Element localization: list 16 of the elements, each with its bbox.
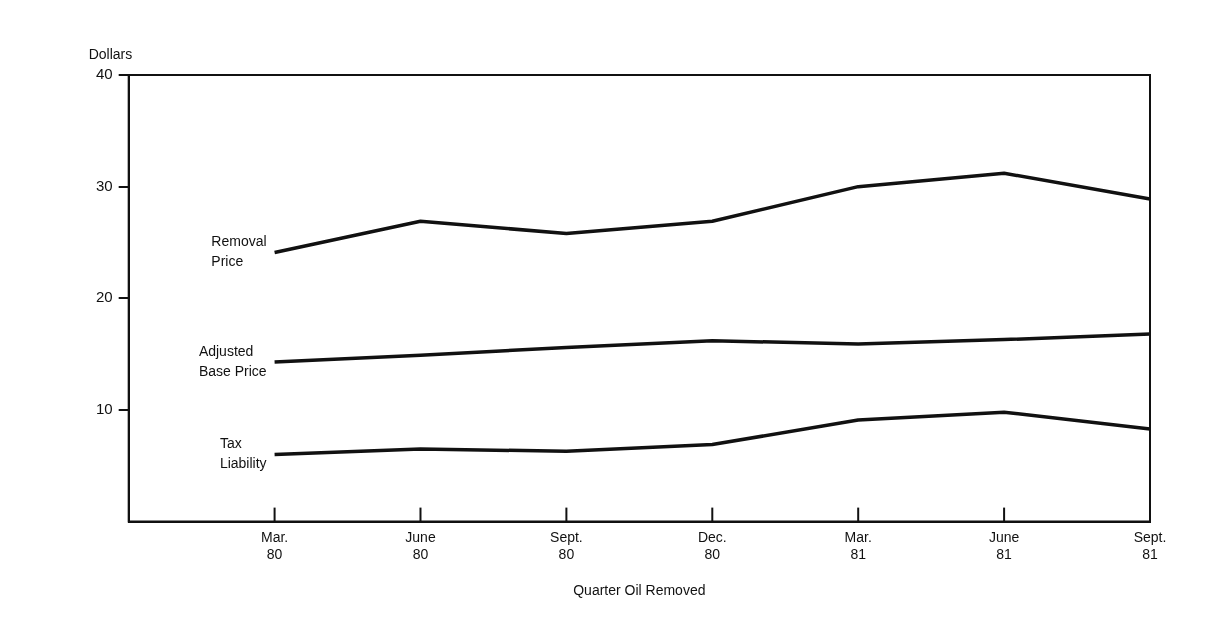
x-tick-label: June 81 xyxy=(988,528,1020,562)
x-tick-label: Sept. 81 xyxy=(1133,528,1167,562)
x-axis-title: Quarter Oil Removed xyxy=(573,582,706,599)
x-tick-label: June 80 xyxy=(405,528,436,562)
x-tick-label: Dec. 80 xyxy=(697,528,727,562)
y-tick-label: 10 xyxy=(96,400,113,418)
y-tick-label: 20 xyxy=(96,288,113,306)
series-label: Tax Liability xyxy=(219,435,267,472)
x-tick-label: Sept. 80 xyxy=(550,528,583,562)
series-label: Removal Price xyxy=(211,233,267,270)
x-tick-label: Mar. 81 xyxy=(844,528,872,562)
y-tick-label: 30 xyxy=(96,176,113,194)
x-tick-label: Mar. 80 xyxy=(260,528,289,562)
series-label: Adjusted Base Price xyxy=(198,342,267,379)
y-tick-label: 40 xyxy=(96,65,113,83)
y-axis-title: Dollars xyxy=(88,45,133,62)
